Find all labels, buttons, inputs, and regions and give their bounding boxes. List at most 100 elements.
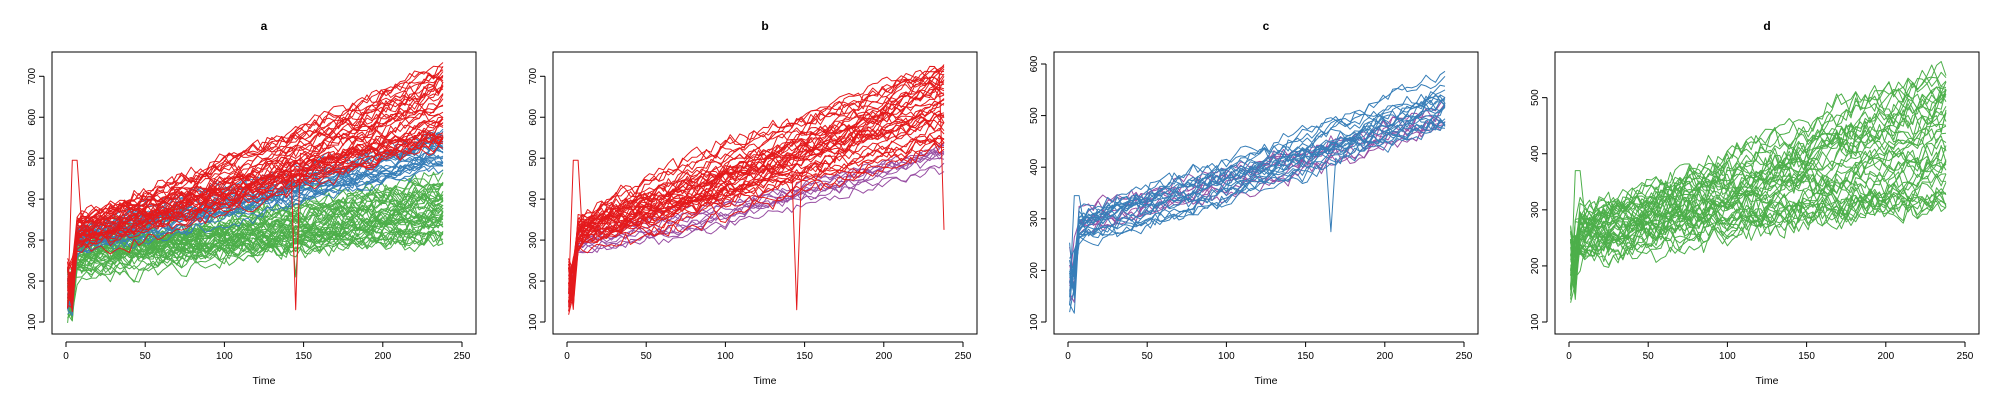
- x-tick-label: 100: [717, 351, 734, 362]
- x-tick-label: 200: [1376, 351, 1393, 362]
- series-line-red: [568, 112, 945, 301]
- x-tick-label: 250: [955, 351, 972, 362]
- y-tick-label: 600: [1029, 55, 1040, 72]
- series-line-green: [1570, 189, 1947, 290]
- series-line-red: [568, 98, 945, 277]
- series-line-blue: [1069, 91, 1446, 314]
- x-tick-label: 0: [1566, 351, 1572, 362]
- x-tick-label: 150: [295, 351, 312, 362]
- series-line-blue: [1069, 114, 1446, 283]
- series-line-green: [67, 223, 444, 317]
- series-line-red: [568, 110, 945, 304]
- y-tick-label: 300: [1530, 201, 1541, 218]
- series-line-green: [1570, 93, 1947, 250]
- x-tick-label: 150: [1798, 351, 1815, 362]
- series-line-red: [67, 104, 444, 304]
- x-tick-label: 250: [1957, 351, 1974, 362]
- series-line-green: [67, 228, 444, 288]
- series-line-green: [1570, 123, 1947, 296]
- series-line-purple: [1069, 120, 1446, 277]
- panel-d: d 0 50 100 150 200 250 Time 100 200 300 400 500: [1530, 19, 1980, 387]
- series-line-red: [67, 85, 444, 304]
- series-line-red: [67, 129, 444, 308]
- series-line-red: [67, 98, 444, 297]
- series-line-red: [568, 112, 945, 285]
- x-tick-label: 0: [1065, 351, 1071, 362]
- y-tick-label: 300: [1029, 210, 1040, 227]
- x-axis-label: Time: [754, 375, 777, 387]
- series-line-purple: [568, 149, 945, 295]
- series-line-red: [568, 113, 945, 304]
- series-line-red: [568, 65, 945, 302]
- x-tick-label: 50: [1643, 351, 1655, 362]
- series-line-red: [568, 98, 945, 290]
- series-line-red: [67, 62, 444, 288]
- y-tick-label: 400: [27, 190, 38, 207]
- series-line-red: [568, 66, 945, 286]
- y-tick-label: 400: [1029, 158, 1040, 175]
- y-tick-label: 100: [528, 313, 539, 330]
- series-line-red: [67, 130, 444, 303]
- x-tick-label: 50: [1142, 351, 1154, 362]
- x-tick-label: 150: [796, 351, 813, 362]
- series-line-blue: [1069, 119, 1446, 293]
- series-line-green: [1570, 191, 1947, 292]
- series-line-red: [67, 132, 444, 309]
- series-line-red: [568, 76, 945, 300]
- series-line-red: [568, 135, 944, 307]
- series-line-red: [568, 73, 945, 273]
- series-line-green: [67, 195, 444, 284]
- series-line-green: [67, 213, 444, 310]
- y-tick-label: 100: [27, 313, 38, 330]
- series-line-purple: [568, 162, 945, 295]
- y-tick-label: 700: [528, 68, 539, 85]
- x-tick-label: 200: [374, 351, 391, 362]
- series-line-green: [1570, 145, 1947, 300]
- series-line-purple: [1069, 103, 1446, 291]
- series-line-red: [67, 71, 444, 308]
- series-line-blue: [1069, 121, 1446, 272]
- x-axis-label: Time: [253, 375, 276, 387]
- x-tick-label: 200: [875, 351, 892, 362]
- panel-title: c: [1263, 19, 1270, 33]
- y-tick-label: 600: [528, 108, 539, 125]
- x-tick-label: 150: [1297, 351, 1314, 362]
- series-line-blue: [1069, 115, 1446, 283]
- series-line-green: [1570, 112, 1947, 264]
- series-line-green: [67, 202, 444, 312]
- series-line-green: [1570, 146, 1947, 276]
- series-line-green: [1570, 64, 1947, 252]
- x-tick-label: 0: [63, 351, 69, 362]
- x-axis-label: Time: [1255, 375, 1278, 387]
- y-tick-label: 300: [528, 231, 539, 248]
- x-axis-label: Time: [1756, 375, 1779, 387]
- x-tick-label: 0: [564, 351, 570, 362]
- y-tick-label: 400: [1530, 145, 1541, 162]
- y-tick-label: 100: [1029, 313, 1040, 330]
- y-tick-label: 400: [528, 190, 539, 207]
- x-tick-label: 200: [1877, 351, 1894, 362]
- series-line-green: [1570, 194, 1947, 286]
- plot-frame: [1554, 51, 1980, 335]
- series-line-green: [1570, 190, 1947, 276]
- y-tick-label: 200: [528, 272, 539, 289]
- x-tick-label: 100: [1218, 351, 1235, 362]
- series-line-purple: [1069, 106, 1446, 272]
- series-line-green: [1570, 151, 1947, 270]
- y-tick-label: 600: [27, 108, 38, 125]
- series-line-blue: [1069, 95, 1446, 292]
- series-group: [67, 62, 444, 323]
- series-line-red: [67, 116, 444, 284]
- x-tick-label: 50: [641, 351, 653, 362]
- panel-a: a 0 50 100 150 200 250 Time 100 200 300 400 500 600 70…: [27, 19, 477, 387]
- plot-frame: [552, 51, 978, 335]
- x-tick-label: 250: [454, 351, 471, 362]
- series-line-green: [67, 207, 444, 298]
- series-line-red: [568, 75, 945, 310]
- series-line-blue: [1069, 118, 1446, 278]
- series-line-red: [568, 127, 945, 277]
- series-line-red: [67, 66, 444, 309]
- series-line-red: [67, 66, 444, 304]
